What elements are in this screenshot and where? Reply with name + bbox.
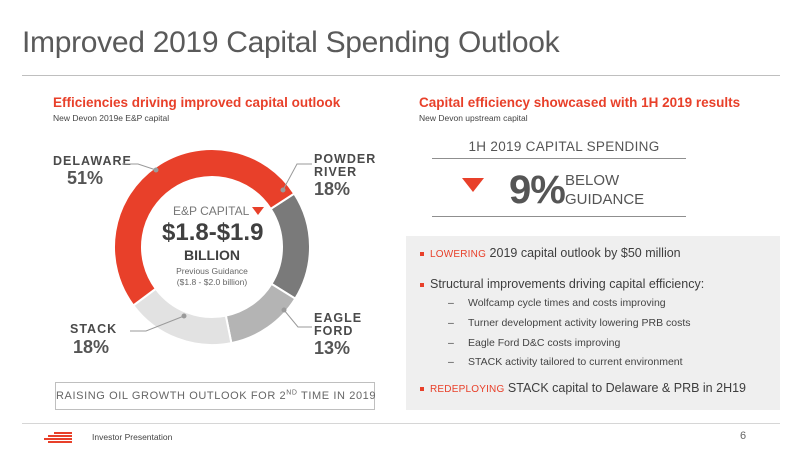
bullet-marker	[420, 252, 424, 256]
leader-dot-eagle-ford	[281, 307, 287, 313]
bullet-structural: Structural improvements driving capital …	[430, 277, 705, 291]
raising-oil-growth-banner: RAISING OIL GROWTH OUTLOOK FOR 2ND TIME …	[55, 382, 377, 410]
leader-dot-delaware	[153, 167, 159, 173]
bullet-marker	[420, 283, 424, 287]
below-guidance-percent: 9%	[509, 168, 566, 212]
spend-top-rule	[432, 158, 686, 159]
bullet-marker	[420, 387, 424, 391]
segment-pct-delaware: 51%	[67, 168, 104, 188]
segment-label-powder-river-l2: RIVER	[314, 165, 358, 179]
segment-label-eagle-ford: EAGLE FORD	[314, 312, 362, 338]
company-logo	[44, 432, 72, 443]
sub-bullet-stack: – STACK activity tailored to current envi…	[448, 356, 683, 368]
segment-pct-powder-river: 18%	[314, 179, 351, 199]
previous-guidance: Previous Guidance ($1.8 - $2.0 billion)	[162, 266, 262, 288]
slide-title: Improved 2019 Capital Spending Outlook	[22, 26, 560, 59]
bullet-lowering-text: 2019 capital outlook by $50 million	[486, 246, 681, 260]
below-text-line1: BELOW	[565, 172, 620, 189]
donut-center-caption: E&P CAPITAL	[173, 204, 265, 218]
leader-stack	[130, 315, 185, 332]
sub-bullet-turner: – Turner development activity lowering PR…	[448, 317, 691, 329]
donut-slice-delaware	[113, 148, 296, 307]
dash: –	[448, 297, 454, 309]
bullet-redeploying: REDEPLOYING STACK capital to Delaware & …	[430, 381, 746, 395]
footer-divider	[22, 423, 780, 424]
segment-label-eagle-ford-l1: EAGLE	[314, 311, 363, 325]
dash: –	[448, 317, 454, 329]
sub-bullet-text: Turner development activity lowering PRB…	[468, 317, 691, 329]
below-guidance-text: BELOW GUIDANCE	[565, 171, 644, 209]
down-triangle-icon	[462, 178, 484, 192]
segment-label-delaware: DELAWARE	[53, 154, 132, 168]
leader-eagle-ford	[283, 309, 312, 328]
segment-label-powder-river-l1: POWDER	[314, 152, 377, 166]
left-heading: Efficiencies driving improved capital ou…	[53, 95, 341, 110]
segment-label-stack: STACK	[70, 322, 118, 336]
previous-guidance-range: ($1.8 - $2.0 billion)	[176, 277, 248, 287]
bullet-panel	[406, 236, 780, 410]
spend-bottom-rule	[432, 216, 686, 217]
footer-text: Investor Presentation	[92, 432, 173, 442]
segment-pct-stack: 18%	[73, 337, 110, 357]
raise-sup: ND	[286, 389, 298, 397]
bullet-redeploying-text: STACK capital to Delaware & PRB in 2H19	[504, 381, 746, 395]
right-subheading: New Devon upstream capital	[419, 113, 528, 123]
sub-bullet-text: Eagle Ford D&C costs improving	[468, 337, 621, 349]
bullet-lowering: LOWERING 2019 capital outlook by $50 mil…	[430, 246, 681, 260]
bullet-lowering-keyword: LOWERING	[430, 249, 487, 260]
leader-dot-powder-river	[280, 187, 286, 193]
page-number: 6	[740, 430, 747, 442]
leader-dot-stack	[181, 313, 187, 319]
sub-bullet-eagle-ford: – Eagle Ford D&C costs improving	[448, 337, 620, 349]
donut-center-amount: $1.8-$1.9	[162, 219, 264, 246]
previous-guidance-label: Previous Guidance	[176, 266, 248, 276]
segment-pct-eagle-ford: 13%	[314, 338, 351, 358]
donut-caption-text: E&P CAPITAL	[173, 204, 250, 218]
dash: –	[448, 337, 454, 349]
segment-label-powder-river: POWDER RIVER	[314, 153, 376, 179]
segment-label-eagle-ford-l2: FORD	[314, 324, 354, 338]
raise-text: RAISING OIL GROWTH OUTLOOK FOR 2	[56, 390, 287, 402]
sub-bullet-text: STACK activity tailored to current envir…	[468, 356, 683, 368]
below-text-line2: GUIDANCE	[565, 191, 645, 208]
capital-spending-heading: 1H 2019 CAPITAL SPENDING	[468, 139, 660, 154]
sub-bullet-wolfcamp: – Wolfcamp cycle times and costs improvin…	[448, 297, 666, 309]
dash: –	[448, 356, 454, 368]
donut-center-unit: BILLION	[184, 247, 240, 263]
leader-powder-river	[282, 163, 312, 191]
down-triangle-icon	[252, 207, 265, 215]
left-subheading: New Devon 2019e E&P capital	[53, 113, 170, 123]
title-divider	[22, 75, 780, 76]
leader-delaware	[122, 163, 157, 171]
sub-bullet-text: Wolfcamp cycle times and costs improving	[468, 297, 666, 309]
bullet-redeploying-keyword: REDEPLOYING	[430, 384, 505, 395]
right-heading: Capital efficiency showcased with 1H 201…	[419, 95, 741, 110]
raise-tail: TIME IN 2019	[297, 390, 377, 402]
